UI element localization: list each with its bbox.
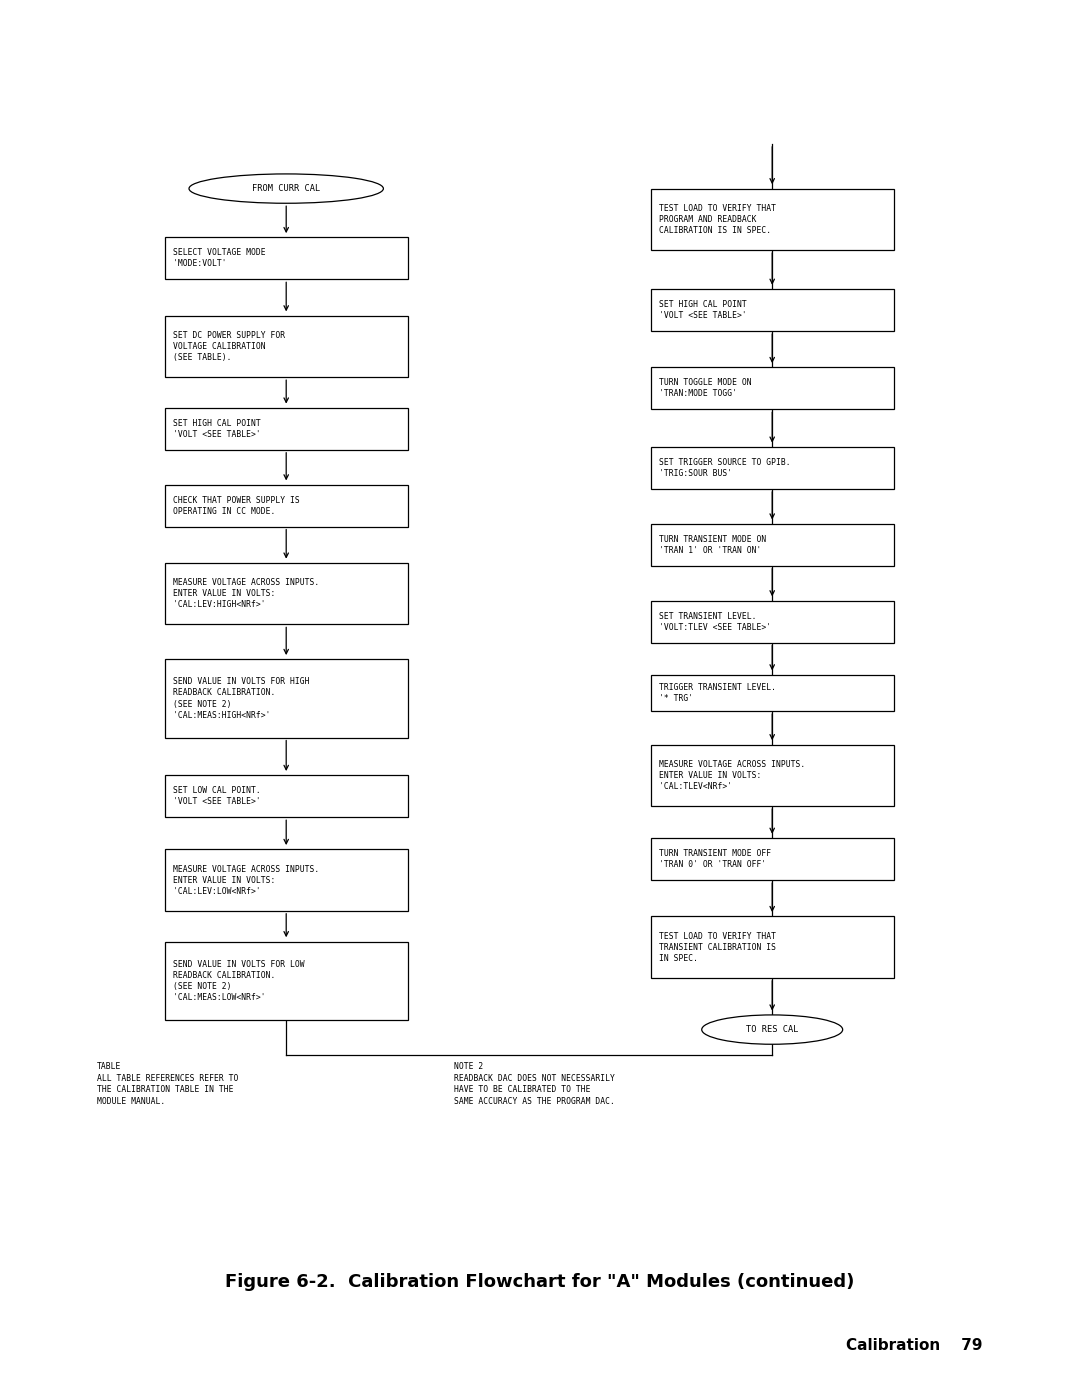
Ellipse shape xyxy=(189,175,383,204)
FancyBboxPatch shape xyxy=(165,237,408,279)
FancyBboxPatch shape xyxy=(650,838,894,880)
Text: SET TRIGGER SOURCE TO GPIB.
'TRIG:SOUR BUS': SET TRIGGER SOURCE TO GPIB. 'TRIG:SOUR B… xyxy=(659,458,791,478)
FancyBboxPatch shape xyxy=(165,775,408,817)
Text: Figure 6-2.  Calibration Flowchart for "A" Modules (continued): Figure 6-2. Calibration Flowchart for "A… xyxy=(226,1274,854,1291)
Text: SET DC POWER SUPPLY FOR
VOLTAGE CALIBRATION
(SEE TABLE).: SET DC POWER SUPPLY FOR VOLTAGE CALIBRAT… xyxy=(174,331,285,362)
FancyBboxPatch shape xyxy=(165,316,408,377)
Text: TEST LOAD TO VERIFY THAT
TRANSIENT CALIBRATION IS
IN SPEC.: TEST LOAD TO VERIFY THAT TRANSIENT CALIB… xyxy=(659,932,777,963)
Text: MEASURE VOLTAGE ACROSS INPUTS.
ENTER VALUE IN VOLTS:
'CAL:TLEV<NRf>': MEASURE VOLTAGE ACROSS INPUTS. ENTER VAL… xyxy=(659,760,806,791)
Text: SET TRANSIENT LEVEL.
'VOLT:TLEV <SEE TABLE>': SET TRANSIENT LEVEL. 'VOLT:TLEV <SEE TAB… xyxy=(659,612,771,631)
Text: TRIGGER TRANSIENT LEVEL.
'* TRG': TRIGGER TRANSIENT LEVEL. '* TRG' xyxy=(659,683,777,703)
FancyBboxPatch shape xyxy=(165,849,408,911)
Text: TEST LOAD TO VERIFY THAT
PROGRAM AND READBACK
CALIBRATION IS IN SPEC.: TEST LOAD TO VERIFY THAT PROGRAM AND REA… xyxy=(659,204,777,235)
FancyBboxPatch shape xyxy=(650,601,894,643)
FancyBboxPatch shape xyxy=(650,745,894,806)
FancyBboxPatch shape xyxy=(650,289,894,331)
Text: SET HIGH CAL POINT
'VOLT <SEE TABLE>': SET HIGH CAL POINT 'VOLT <SEE TABLE>' xyxy=(659,300,747,320)
FancyBboxPatch shape xyxy=(650,189,894,250)
FancyBboxPatch shape xyxy=(650,367,894,409)
FancyBboxPatch shape xyxy=(165,485,408,527)
FancyBboxPatch shape xyxy=(650,675,894,711)
Text: NOTE 2
READBACK DAC DOES NOT NECESSARILY
HAVE TO BE CALIBRATED TO THE
SAME ACCUR: NOTE 2 READBACK DAC DOES NOT NECESSARILY… xyxy=(454,1062,615,1106)
FancyBboxPatch shape xyxy=(650,447,894,489)
FancyBboxPatch shape xyxy=(165,659,408,738)
Text: MEASURE VOLTAGE ACROSS INPUTS.
ENTER VALUE IN VOLTS:
'CAL:LEV:HIGH<NRf>': MEASURE VOLTAGE ACROSS INPUTS. ENTER VAL… xyxy=(174,578,320,609)
Text: SET HIGH CAL POINT
'VOLT <SEE TABLE>': SET HIGH CAL POINT 'VOLT <SEE TABLE>' xyxy=(174,419,261,439)
FancyBboxPatch shape xyxy=(650,916,894,978)
Text: MEASURE VOLTAGE ACROSS INPUTS.
ENTER VALUE IN VOLTS:
'CAL:LEV:LOW<NRf>': MEASURE VOLTAGE ACROSS INPUTS. ENTER VAL… xyxy=(174,865,320,895)
Text: TURN TOGGLE MODE ON
'TRAN:MODE TOGG': TURN TOGGLE MODE ON 'TRAN:MODE TOGG' xyxy=(659,379,752,398)
Text: TO RES CAL: TO RES CAL xyxy=(746,1025,798,1034)
Text: TURN TRANSIENT MODE ON
'TRAN 1' OR 'TRAN ON': TURN TRANSIENT MODE ON 'TRAN 1' OR 'TRAN… xyxy=(659,535,767,555)
FancyBboxPatch shape xyxy=(165,563,408,624)
FancyBboxPatch shape xyxy=(650,524,894,566)
FancyBboxPatch shape xyxy=(165,942,408,1020)
Text: SEND VALUE IN VOLTS FOR LOW
READBACK CALIBRATION.
(SEE NOTE 2)
'CAL:MEAS:LOW<NRf: SEND VALUE IN VOLTS FOR LOW READBACK CAL… xyxy=(174,960,305,1002)
Text: SET LOW CAL POINT.
'VOLT <SEE TABLE>': SET LOW CAL POINT. 'VOLT <SEE TABLE>' xyxy=(174,787,261,806)
Text: SELECT VOLTAGE MODE
'MODE:VOLT': SELECT VOLTAGE MODE 'MODE:VOLT' xyxy=(174,249,266,268)
Ellipse shape xyxy=(702,1014,842,1045)
Text: SEND VALUE IN VOLTS FOR HIGH
READBACK CALIBRATION.
(SEE NOTE 2)
'CAL:MEAS:HIGH<N: SEND VALUE IN VOLTS FOR HIGH READBACK CA… xyxy=(174,678,310,719)
FancyBboxPatch shape xyxy=(165,408,408,450)
Text: TABLE
ALL TABLE REFERENCES REFER TO
THE CALIBRATION TABLE IN THE
MODULE MANUAL.: TABLE ALL TABLE REFERENCES REFER TO THE … xyxy=(97,1062,239,1106)
Text: CHECK THAT POWER SUPPLY IS
OPERATING IN CC MODE.: CHECK THAT POWER SUPPLY IS OPERATING IN … xyxy=(174,496,300,515)
Text: TURN TRANSIENT MODE OFF
'TRAN 0' OR 'TRAN OFF': TURN TRANSIENT MODE OFF 'TRAN 0' OR 'TRA… xyxy=(659,849,771,869)
Text: Calibration    79: Calibration 79 xyxy=(847,1338,983,1352)
Text: FROM CURR CAL: FROM CURR CAL xyxy=(252,184,321,193)
